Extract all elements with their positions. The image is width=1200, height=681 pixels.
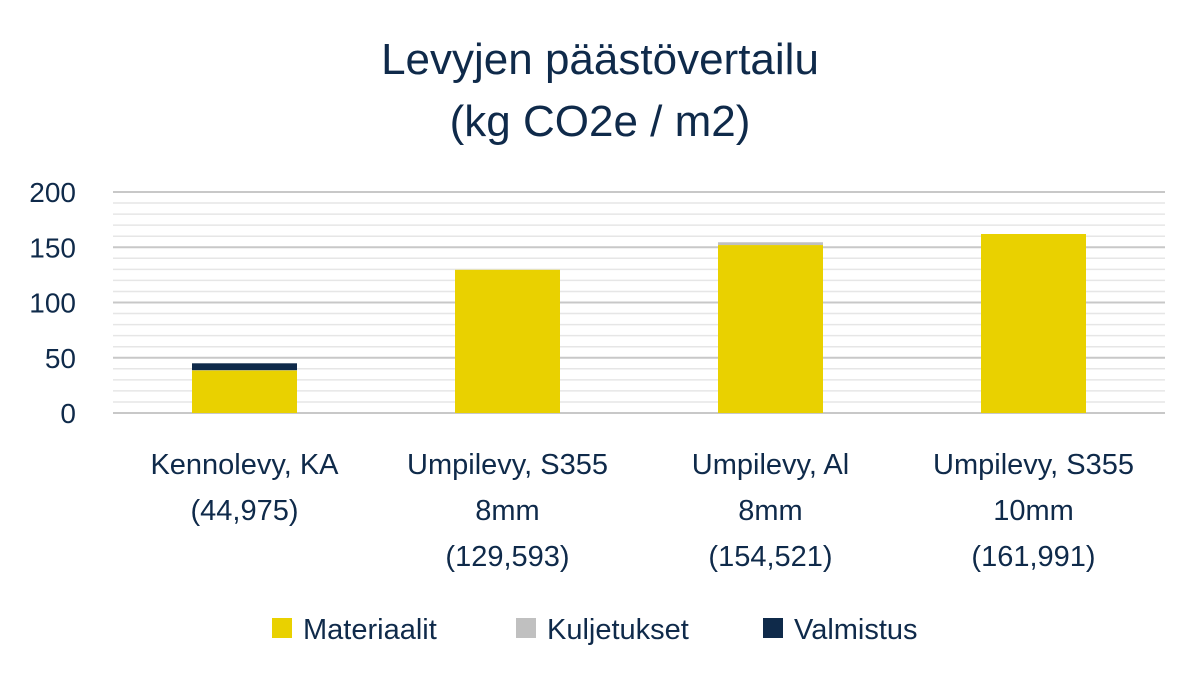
y-tick-label-1: 50	[45, 343, 76, 374]
legend: Materiaalit Kuljetukset Valmistus	[272, 614, 918, 646]
x-tick-label-0-line-1: (44,975)	[190, 495, 298, 527]
bar-materiaalit-2	[718, 245, 823, 413]
legend-label-materiaalit: Materiaalit	[303, 614, 437, 646]
x-tick-label-1-line-2: (129,593)	[445, 541, 569, 573]
x-tick-label-3-line-2: (161,991)	[971, 541, 1095, 573]
bar-kuljetukset-2	[718, 242, 823, 246]
legend-swatch-materiaalit	[272, 618, 292, 638]
x-tick-label-2-line-2: (154,521)	[708, 541, 832, 573]
bar-valmistus-0	[192, 363, 297, 371]
chart-title: Levyjen päästövertailu	[381, 35, 819, 84]
y-tick-label-2: 100	[29, 288, 76, 319]
legend-label-kuljetukset: Kuljetukset	[547, 614, 689, 646]
y-tick-label-4: 200	[29, 177, 76, 208]
x-tick-label-2-line-0: Umpilevy, Al	[692, 449, 849, 481]
chart-subtitle: (kg CO2e / m2)	[450, 97, 751, 146]
x-tick-label-2-line-1: 8mm	[738, 495, 802, 527]
x-tick-label-1-line-1: 8mm	[475, 495, 539, 527]
y-tick-label-0: 0	[60, 398, 76, 429]
bars	[192, 233, 1086, 413]
bar-materiaalit-1	[455, 269, 560, 413]
x-tick-label-1-line-0: Umpilevy, S355	[407, 449, 608, 481]
legend-swatch-kuljetukset	[516, 618, 536, 638]
x-tick-label-3-line-1: 10mm	[993, 495, 1074, 527]
x-tick-label-0-line-0: Kennolevy, KA	[150, 449, 339, 481]
y-tick-label-3: 150	[29, 232, 76, 263]
legend-label-valmistus: Valmistus	[794, 614, 918, 646]
axes: 0 50 100 150 200 Kennolevy, KA (44,975) Umpilev…	[29, 177, 1134, 573]
bar-materiaalit-0	[192, 370, 297, 413]
legend-swatch-valmistus	[763, 618, 783, 638]
x-tick-label-3-line-0: Umpilevy, S355	[933, 449, 1134, 481]
bar-materiaalit-3	[981, 233, 1086, 413]
